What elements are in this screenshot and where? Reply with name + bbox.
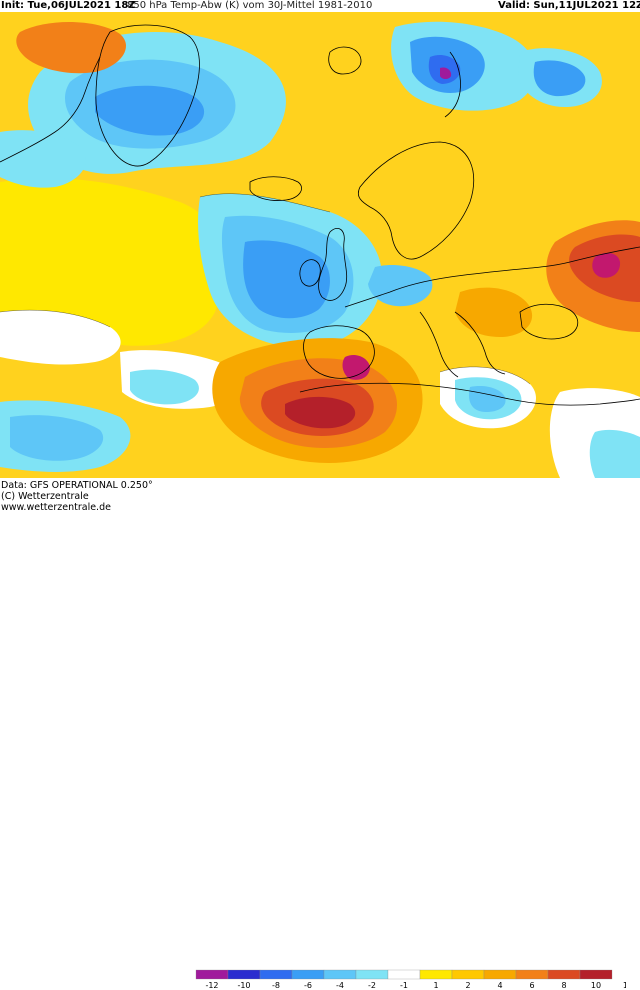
chart-title: 850 hPa Temp-Abw (K) vom 30J-Mittel 1981… — [127, 0, 373, 11]
italy-coast — [419, 311, 459, 378]
russia-heat-core — [592, 252, 621, 278]
iberia-coast — [303, 325, 375, 379]
contour-atlantic — [0, 309, 111, 328]
balkans-warm — [455, 287, 533, 337]
svalbard-coast — [328, 46, 362, 75]
legend-tick-label: 10 — [591, 981, 601, 990]
color-legend: -12-10-8-6-4-2-1124681012 — [195, 969, 626, 990]
legend-tick-label: 1 — [433, 981, 438, 990]
legend-tick-label: -12 — [205, 981, 218, 990]
coastlines — [0, 24, 640, 406]
legend-swatches — [195, 969, 613, 980]
legend-swatch — [387, 969, 421, 980]
legend-swatch — [515, 969, 549, 980]
legend-swatch — [323, 969, 357, 980]
legend-tick-label: 4 — [497, 981, 502, 990]
init-time-label: Init: Tue,06JUL2021 18Z — [1, 0, 136, 11]
iceland-coast — [249, 176, 302, 201]
legend-swatch — [195, 969, 229, 980]
greenland-cold-deep — [95, 85, 205, 136]
iberia-heat-core — [342, 355, 370, 380]
legend-swatch — [547, 969, 581, 980]
data-source-label: Data: GFS OPERATIONAL 0.250° — [1, 480, 153, 491]
barents-coldest-core — [440, 67, 452, 79]
valid-time-label: Valid: Sun,11JUL2021 12Z — [498, 0, 640, 11]
greenland-coast — [95, 24, 200, 167]
legend-swatch — [355, 969, 389, 980]
europe-mainland-coast — [344, 246, 640, 308]
legend-tick-label: -2 — [368, 981, 376, 990]
contours — [0, 193, 531, 385]
scandinavia-coast — [357, 141, 474, 260]
novaya-zemlya-coast — [444, 51, 461, 118]
canada-coast — [0, 56, 101, 163]
chart-footer: Data: GFS OPERATIONAL 0.250° (C) Wetterz… — [0, 478, 640, 990]
kara-cold-deep — [533, 60, 586, 97]
southeast-cold — [589, 429, 640, 478]
west-atlantic-cold — [0, 130, 86, 188]
credits: Data: GFS OPERATIONAL 0.250° (C) Wetterz… — [1, 480, 153, 513]
black-sea-coast — [519, 303, 579, 340]
southwest-cold-deep — [10, 415, 104, 461]
north-sea-cold — [368, 265, 433, 307]
legend-swatch — [259, 969, 293, 980]
legend-swatch — [483, 969, 517, 980]
copyright-label: (C) Wetterzentrale — [1, 491, 89, 502]
north-africa-coast — [299, 382, 640, 406]
legend-swatch — [451, 969, 485, 980]
chart-header: Init: Tue,06JUL2021 18Z 850 hPa Temp-Abw… — [0, 0, 640, 12]
balkans-coast — [454, 311, 506, 375]
legend-tick-label: -4 — [336, 981, 344, 990]
legend-swatch — [419, 969, 453, 980]
great-britain-coast — [318, 228, 348, 301]
mid-atlantic-neutral — [0, 310, 121, 365]
legend-swatch — [579, 969, 613, 980]
legend-tick-label: 12 — [623, 981, 626, 990]
contour-cold-west — [199, 193, 331, 213]
ireland-coast — [299, 259, 321, 287]
atlantic-warm-band — [0, 178, 224, 346]
legend-tick-label: -6 — [304, 981, 312, 990]
legend-tick-label: -8 — [272, 981, 280, 990]
contour-mediterranean — [439, 366, 531, 385]
temperature-anomaly-map — [0, 12, 640, 478]
iberia-warm-deep — [285, 396, 356, 429]
legend-swatch — [227, 969, 261, 980]
legend-ticks: -12-10-8-6-4-2-1124681012 — [205, 981, 626, 990]
legend-swatch — [291, 969, 325, 980]
map-canvas — [0, 12, 640, 478]
legend-tick-label: -10 — [237, 981, 250, 990]
azores-cold — [130, 369, 199, 405]
legend-tick-label: 6 — [529, 981, 534, 990]
legend-tick-label: -1 — [400, 981, 408, 990]
legend-tick-label: 8 — [561, 981, 566, 990]
legend-tick-label: 2 — [465, 981, 470, 990]
website-label: www.wetterzentrale.de — [1, 502, 111, 513]
